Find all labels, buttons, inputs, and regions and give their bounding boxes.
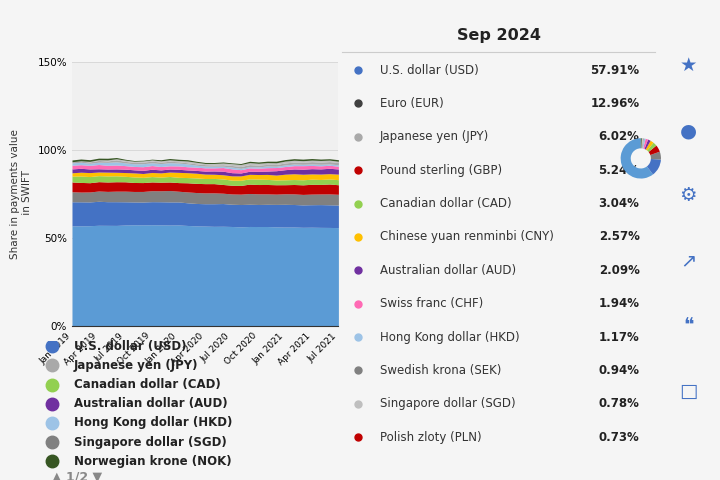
Wedge shape [642, 138, 643, 148]
Text: Australian dollar (AUD): Australian dollar (AUD) [379, 264, 516, 277]
Wedge shape [647, 143, 657, 152]
Text: ●: ● [680, 121, 697, 140]
Text: Polish zloty (PLN): Polish zloty (PLN) [379, 431, 481, 444]
Text: Swedish krona (SEK): Swedish krona (SEK) [379, 364, 501, 377]
Text: 1.17%: 1.17% [599, 331, 639, 344]
Text: 0.94%: 0.94% [598, 364, 639, 377]
Text: 57.91%: 57.91% [590, 64, 639, 77]
Text: Hong Kong dollar (HKD): Hong Kong dollar (HKD) [379, 331, 519, 344]
Text: ↗: ↗ [680, 252, 696, 271]
Wedge shape [641, 138, 642, 148]
Wedge shape [642, 139, 646, 149]
Text: Hong Kong dollar (HKD): Hong Kong dollar (HKD) [74, 417, 233, 430]
Text: 3.04%: 3.04% [598, 197, 639, 210]
Wedge shape [649, 145, 660, 155]
Text: ❝: ❝ [683, 317, 693, 336]
Text: 12.96%: 12.96% [590, 97, 639, 110]
Wedge shape [644, 140, 651, 150]
Text: Chinese yuan renminbi (CNY): Chinese yuan renminbi (CNY) [379, 230, 554, 243]
Text: □: □ [679, 382, 698, 401]
Text: Sep 2024: Sep 2024 [456, 28, 541, 43]
Text: Norwegian krone (NOK): Norwegian krone (NOK) [74, 455, 232, 468]
Text: 2.57%: 2.57% [598, 230, 639, 243]
Wedge shape [621, 138, 653, 179]
Text: 0.73%: 0.73% [599, 431, 639, 444]
Text: Pound sterling (GBP): Pound sterling (GBP) [379, 164, 502, 177]
Text: Swiss franc (CHF): Swiss franc (CHF) [379, 297, 483, 310]
Wedge shape [642, 138, 644, 148]
Wedge shape [646, 141, 654, 151]
Text: Euro (EUR): Euro (EUR) [379, 97, 444, 110]
Text: Singapore dollar (SGD): Singapore dollar (SGD) [379, 397, 516, 410]
Text: Australian dollar (AUD): Australian dollar (AUD) [74, 397, 228, 410]
Y-axis label: Share in payments value
 in SWIFT: Share in payments value in SWIFT [10, 130, 32, 259]
Text: Canadian dollar (CAD): Canadian dollar (CAD) [379, 197, 511, 210]
Text: U.S. dollar (USD): U.S. dollar (USD) [74, 340, 186, 353]
Text: Singapore dollar (SGD): Singapore dollar (SGD) [74, 436, 227, 449]
Wedge shape [647, 159, 661, 174]
Text: Japanese yen (JPY): Japanese yen (JPY) [379, 131, 489, 144]
Text: ⚙: ⚙ [680, 186, 697, 205]
Text: 0.78%: 0.78% [598, 397, 639, 410]
Text: 5.24%: 5.24% [598, 164, 639, 177]
Wedge shape [643, 139, 648, 149]
Text: ▲ 1/2 ▼: ▲ 1/2 ▼ [52, 470, 102, 480]
Text: 1.94%: 1.94% [598, 297, 639, 310]
Text: U.S. dollar (USD): U.S. dollar (USD) [379, 64, 478, 77]
Text: 6.02%: 6.02% [598, 131, 639, 144]
Text: 2.09%: 2.09% [598, 264, 639, 277]
Text: Canadian dollar (CAD): Canadian dollar (CAD) [74, 378, 221, 391]
Wedge shape [650, 152, 661, 159]
Text: Japanese yen (JPY): Japanese yen (JPY) [74, 359, 199, 372]
Text: ★: ★ [680, 56, 697, 75]
